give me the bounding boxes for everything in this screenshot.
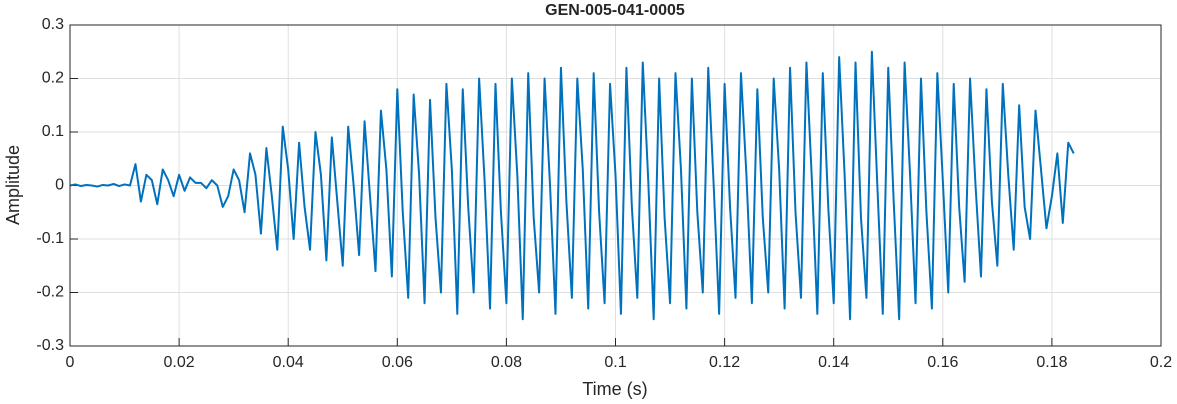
x-tick-label: 0 [66, 354, 75, 371]
x-tick-label: 0.18 [1036, 354, 1067, 371]
x-tick-label: 0.16 [927, 354, 958, 371]
y-tick-label: 0 [55, 177, 64, 194]
y-tick-label: -0.3 [36, 337, 64, 354]
axes-box [69, 24, 1162, 347]
x-tick-label: 0.08 [491, 354, 522, 371]
x-axis-label: Time (s) [582, 379, 647, 399]
x-tick-label: 0.06 [382, 354, 413, 371]
y-tick-label: 0.3 [42, 16, 64, 33]
y-axis-label: Amplitude [3, 145, 23, 225]
x-tick-label: 0.04 [273, 354, 304, 371]
x-tick-label: 0.1 [604, 354, 626, 371]
x-tick-label: 0.12 [709, 354, 740, 371]
x-tick-label: 0.2 [1150, 354, 1172, 371]
x-tick-label: 0.14 [818, 354, 849, 371]
y-tick-label: -0.1 [36, 230, 64, 247]
x-tick-label: 0.02 [164, 354, 195, 371]
y-tick-label: -0.2 [36, 284, 64, 301]
waveform-line [69, 50, 1075, 321]
y-tick-label: 0.2 [42, 70, 64, 87]
chart-title: GEN-005-041-0005 [545, 2, 685, 19]
y-tick-label: 0.1 [42, 123, 64, 140]
